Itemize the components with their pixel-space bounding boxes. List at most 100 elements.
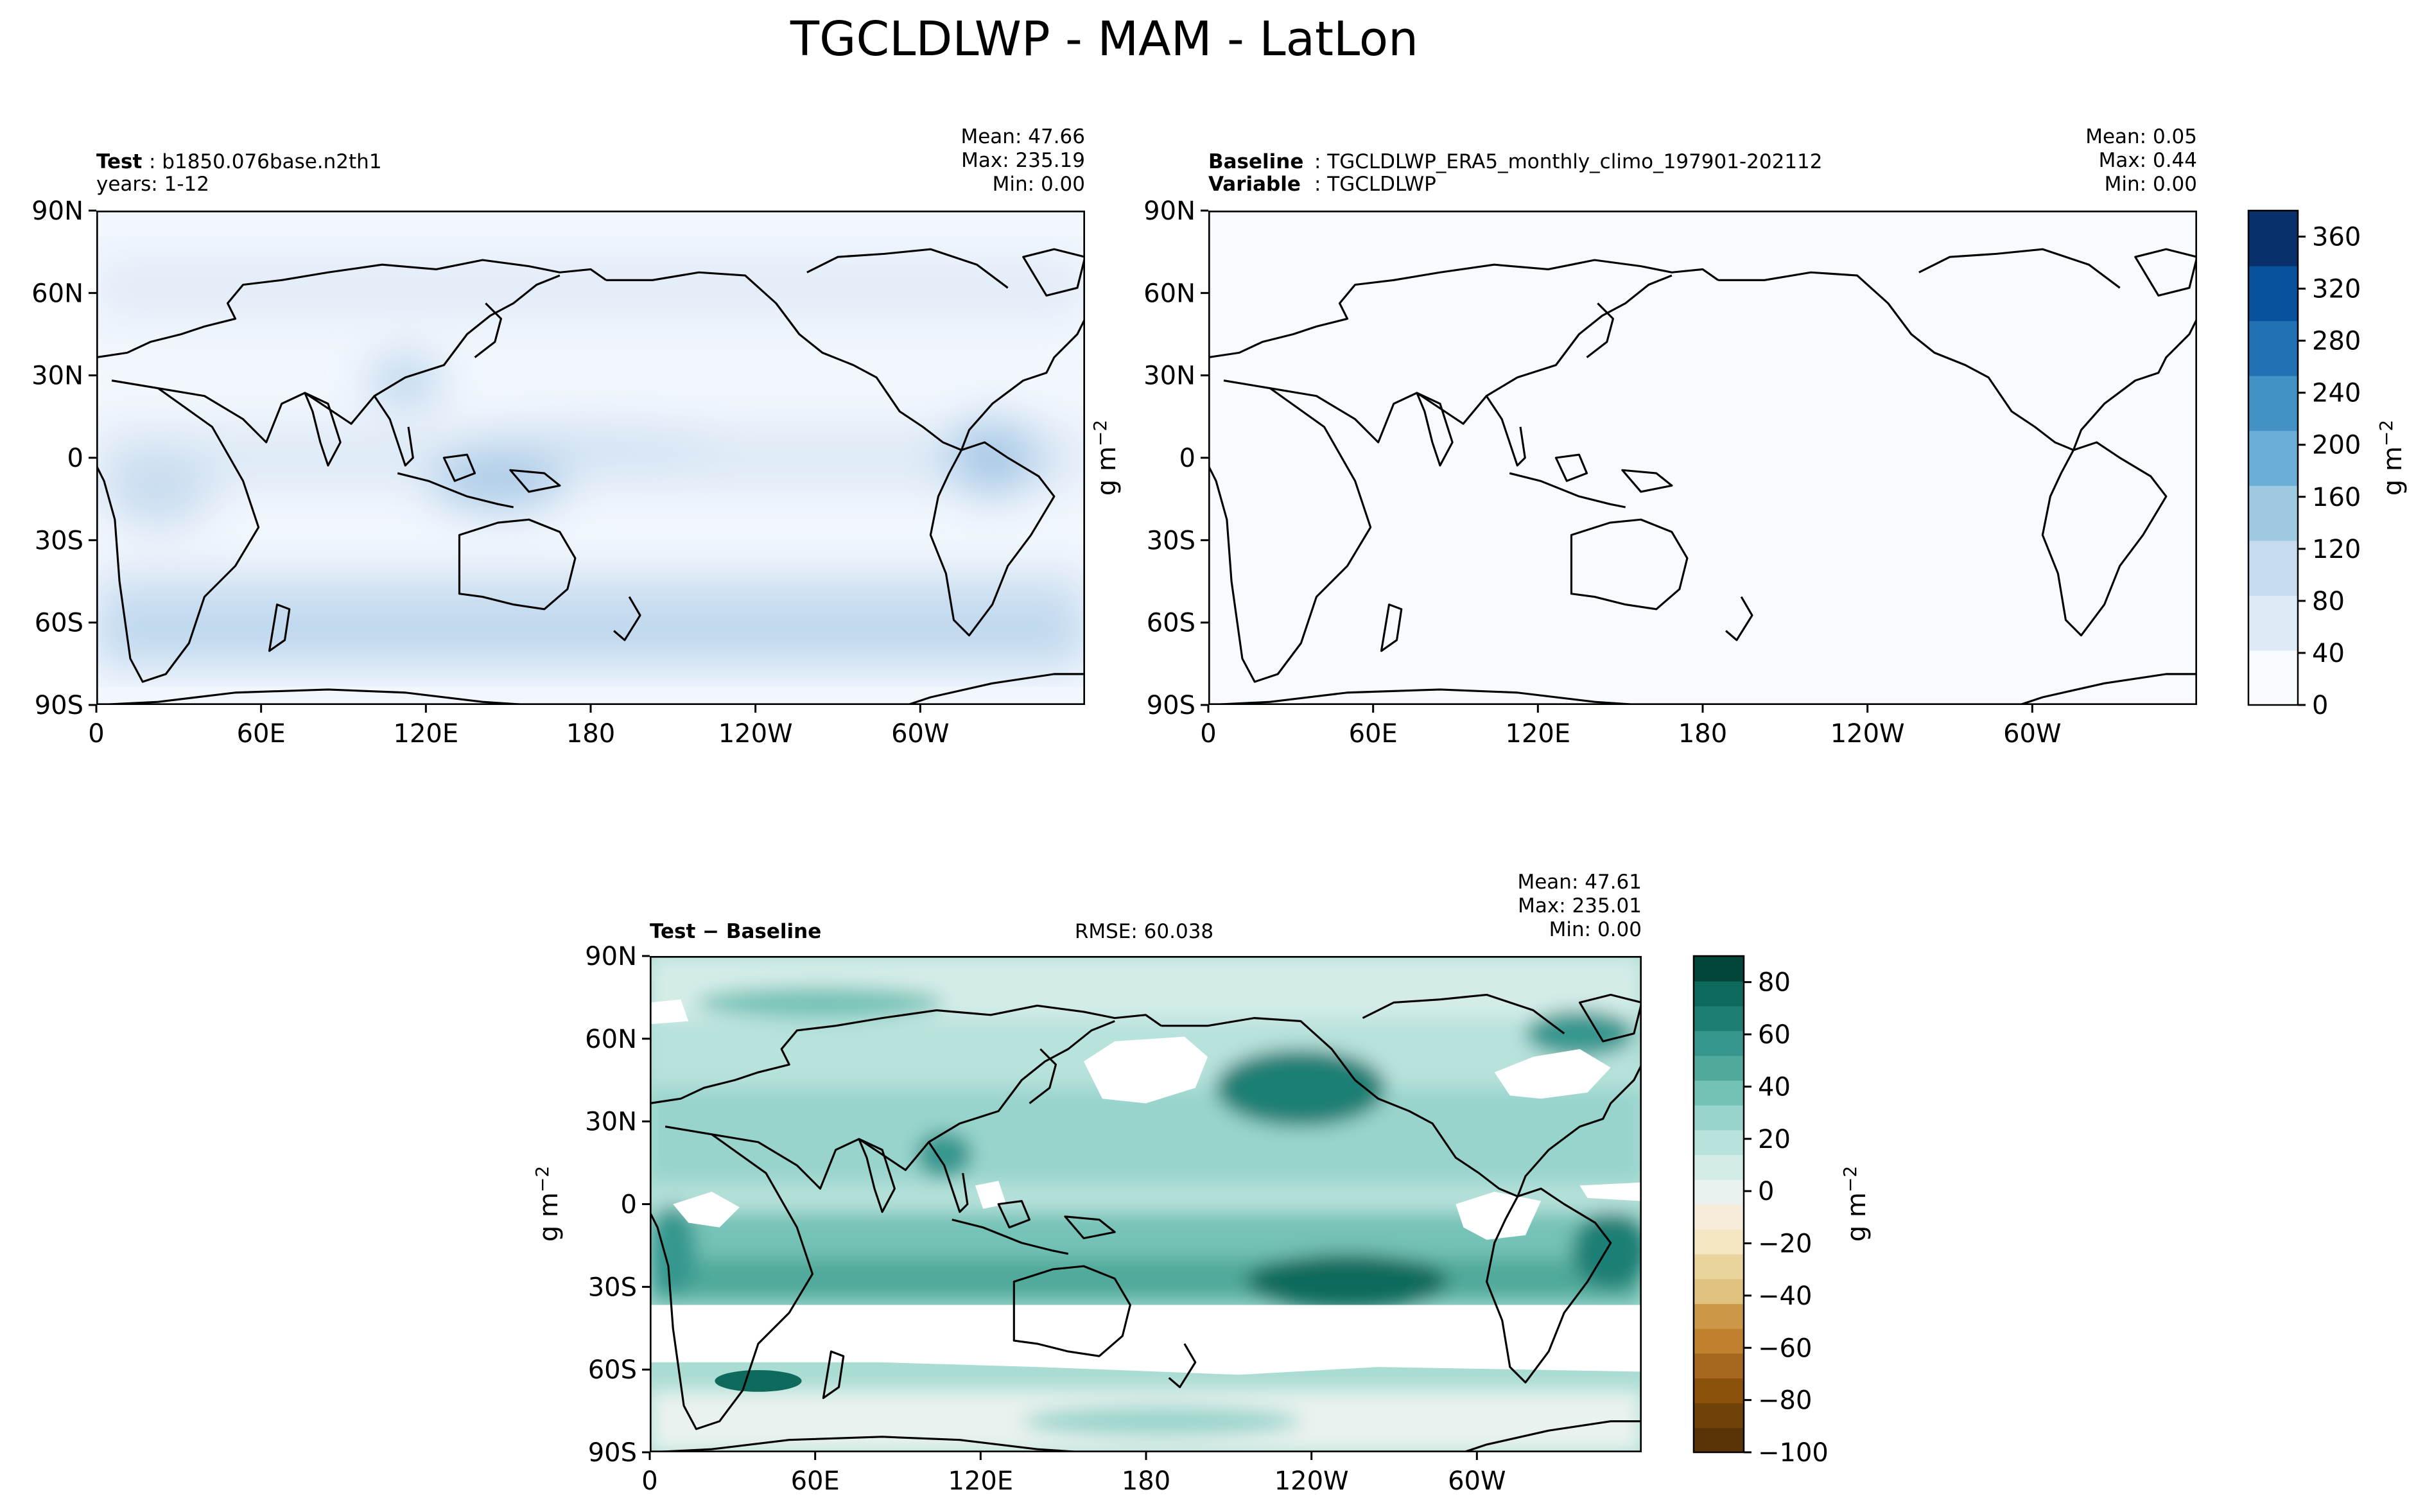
lon-tick-label: 120W bbox=[1830, 719, 1905, 749]
lat-tick-label: 60S bbox=[588, 1355, 637, 1385]
colorbar-tick-label: 200 bbox=[2312, 431, 2361, 460]
colorbar-frame bbox=[2247, 209, 2299, 706]
lat-tick-label: 60S bbox=[1147, 609, 1195, 638]
colorbar-segment bbox=[2248, 485, 2298, 541]
diff-field bbox=[650, 956, 1642, 1452]
lat-tick-label: 0 bbox=[1179, 444, 1195, 473]
colorbar-segment bbox=[1694, 1278, 1744, 1305]
baseline-panel: Baseline : TGCLDLWP_ERA5_monthly_climo_1… bbox=[1143, 125, 2197, 749]
lon-tick-label: 60E bbox=[791, 1466, 840, 1496]
colorbar-segment bbox=[1694, 1129, 1744, 1156]
lon-tick-label: 60E bbox=[237, 719, 286, 749]
lat-tick-label: 30S bbox=[35, 526, 83, 555]
colorbar-segment bbox=[2248, 650, 2298, 706]
diff-white-regions bbox=[650, 999, 1642, 1375]
baseline-variable-bold: Variable bbox=[1208, 173, 1301, 196]
lat-tick-label: 90N bbox=[1143, 196, 1195, 226]
lat-tick-label: 30S bbox=[1147, 526, 1195, 555]
lon-tick-label: 120E bbox=[948, 1466, 1014, 1496]
lon-tick-label: 0 bbox=[641, 1466, 657, 1496]
diff-colorbar-units: g m−2 bbox=[1839, 1166, 1872, 1242]
baseline-stat-mean: Mean: 0.05 bbox=[2085, 125, 2197, 148]
lat-tick-label: 60N bbox=[1143, 279, 1195, 308]
test-field bbox=[96, 257, 1085, 666]
colorbar-segment bbox=[1694, 1055, 1744, 1081]
colorbar-segment bbox=[2248, 375, 2298, 431]
baseline-label-bold: Baseline bbox=[1208, 150, 1303, 173]
colorbar-tick-label: −20 bbox=[1758, 1230, 1812, 1259]
colorbar-segment bbox=[1694, 1427, 1744, 1453]
lat-tick-label: 30N bbox=[585, 1108, 637, 1137]
lat-tick-label: 90S bbox=[1147, 691, 1195, 720]
colorbar-tick-label: 360 bbox=[2312, 223, 2361, 252]
colorbar-tick-label: 20 bbox=[1758, 1125, 1791, 1154]
colorbar-segment bbox=[1694, 1378, 1744, 1403]
diff-stat-min: Min: 0.00 bbox=[1549, 918, 1642, 941]
colorbar-segment bbox=[2248, 595, 2298, 651]
colorbar-segment bbox=[2248, 540, 2298, 596]
colorbar-segment bbox=[2248, 320, 2298, 376]
colorbar-segment bbox=[1694, 1204, 1744, 1230]
lat-tick-label: 0 bbox=[621, 1190, 637, 1220]
lat-tick-label: 90S bbox=[588, 1438, 637, 1468]
colorbar-tick-label: −40 bbox=[1758, 1282, 1812, 1311]
test-years: years: 1-12 bbox=[96, 173, 209, 196]
colorbar-segment bbox=[1694, 1229, 1744, 1255]
colorbar-tick-label: 280 bbox=[2312, 327, 2361, 356]
test-stat-max: Max: 235.19 bbox=[961, 149, 1085, 172]
test-stat-mean: Mean: 47.66 bbox=[960, 125, 1085, 148]
diff-label: Test − Baseline bbox=[650, 920, 821, 943]
diff-units-label: g m−2 bbox=[532, 1166, 564, 1242]
colorbar-tick-label: 40 bbox=[1758, 1072, 1791, 1102]
diff-panel: Test − Baseline RMSE: 60.038 Mean: 47.61… bbox=[585, 871, 1642, 1496]
colorbar-segment bbox=[1694, 1303, 1744, 1329]
colorbar-tick-label: 320 bbox=[2312, 275, 2361, 304]
test-stat-min: Min: 0.00 bbox=[993, 173, 1085, 196]
colorbar-segment bbox=[1694, 1104, 1744, 1131]
lat-tick-label: 60S bbox=[35, 609, 83, 638]
colorbar-segment bbox=[1694, 1080, 1744, 1106]
main-colorbar-units: g m−2 bbox=[2376, 420, 2408, 496]
colorbar-segment bbox=[1694, 1402, 1744, 1429]
colorbar-segment bbox=[1694, 1030, 1744, 1056]
colorbar-segment bbox=[1694, 1005, 1744, 1031]
lon-tick-label: 0 bbox=[88, 719, 104, 749]
lat-tick-label: 30N bbox=[31, 361, 83, 391]
colorbar-segment bbox=[1694, 1328, 1744, 1354]
lon-tick-label: 60W bbox=[1448, 1466, 1506, 1496]
baseline-map bbox=[1208, 211, 2197, 705]
colorbar-tick-label: 240 bbox=[2312, 379, 2361, 408]
colorbar-segment bbox=[2248, 265, 2298, 322]
diff-colorbar: −100 −80 −60 −40 −20 0 20 40 60 80 bbox=[1692, 955, 1829, 1468]
baseline-stat-min: Min: 0.00 bbox=[2105, 173, 2197, 196]
colorbar-frame bbox=[1692, 955, 1745, 1454]
colorbar-tick-label: 80 bbox=[1758, 968, 1791, 998]
colorbar-tick-label: 40 bbox=[2312, 639, 2345, 668]
lon-tick-label: 120W bbox=[1274, 1466, 1349, 1496]
lon-tick-label: 0 bbox=[1200, 719, 1216, 749]
baseline-label-text: : TGCLDLWP_ERA5_monthly_climo_197901-202… bbox=[1314, 150, 1822, 173]
colorbar-tick-label: 80 bbox=[2312, 587, 2345, 616]
baseline-stat-max: Max: 0.44 bbox=[2099, 149, 2197, 172]
colorbar-tick-label: 0 bbox=[2312, 691, 2328, 720]
lat-tick-label: 30N bbox=[1143, 361, 1195, 391]
lon-tick-label: 180 bbox=[566, 719, 615, 749]
lon-tick-label: 60E bbox=[1349, 719, 1398, 749]
lon-tick-label: 180 bbox=[1122, 1466, 1170, 1496]
lon-tick-label: 120E bbox=[394, 719, 459, 749]
lat-tick-label: 90N bbox=[31, 196, 83, 226]
colorbar-tick-label: −100 bbox=[1758, 1438, 1829, 1468]
test-map bbox=[96, 211, 1085, 705]
colorbar-segment bbox=[1694, 1253, 1744, 1280]
lon-tick-label: 180 bbox=[1678, 719, 1727, 749]
diff-stat-max: Max: 235.01 bbox=[1518, 894, 1642, 917]
baseline-variable-text: : TGCLDLWP bbox=[1314, 173, 1436, 196]
lat-tick-label: 30S bbox=[588, 1273, 637, 1302]
lat-tick-label: 60N bbox=[585, 1025, 637, 1054]
lat-tick-label: 0 bbox=[67, 444, 83, 473]
colorbar-segment bbox=[1694, 980, 1744, 1007]
lat-tick-label: 90N bbox=[585, 942, 637, 971]
main-colorbar: 0 40 80 120 160 200 240 280 320 360 bbox=[2247, 209, 2361, 720]
test-panel: Test : b1850.076base.n2th1 years: 1-12 M… bbox=[31, 125, 1085, 749]
diff-rmse: RMSE: 60.038 bbox=[1075, 920, 1213, 943]
